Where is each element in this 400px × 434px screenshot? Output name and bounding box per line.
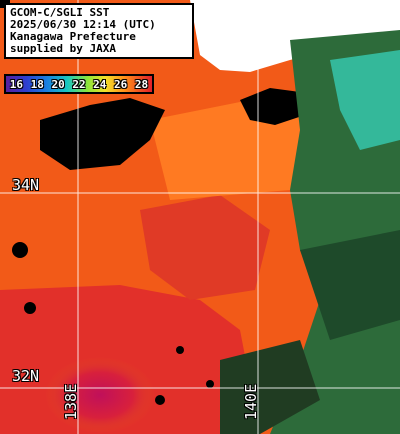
cool-water-patch	[330, 50, 400, 150]
land-boso	[240, 88, 305, 125]
legend-tick: 16	[9, 77, 24, 91]
warm-patch-center	[140, 195, 270, 300]
cloud-area	[190, 0, 400, 72]
legend-tick: 20	[51, 77, 65, 91]
title-line-1: GCOM-C/SGLI SST	[10, 6, 110, 19]
title-box: GCOM-C/SGLI SST 2025/06/30 12:14 (UTC) K…	[4, 3, 194, 59]
dark-textured-patch	[300, 230, 400, 340]
legend-tick: 18	[30, 77, 44, 91]
hot-water-spot	[45, 357, 155, 433]
title-line-4: supplied by JAXA	[10, 42, 116, 55]
longitude-label-140e: 140E	[242, 383, 260, 420]
island	[176, 346, 184, 354]
legend-tick: 24	[93, 77, 107, 91]
legend-tick: 22	[72, 77, 86, 91]
island	[206, 380, 214, 388]
latitude-label-32n: 32N	[12, 367, 40, 385]
land-izu	[40, 98, 165, 170]
latitude-label-34n: 34N	[12, 176, 40, 194]
longitude-label-138e: 138E	[62, 383, 80, 420]
legend-tick: 28	[134, 77, 149, 91]
title-line-2: 2025/06/30 12:14 (UTC)	[10, 18, 156, 31]
title-line-3: Kanagawa Prefecture	[10, 30, 136, 43]
island	[155, 395, 165, 405]
legend-tick: 26	[114, 77, 128, 91]
dark-textured-patch-bottom	[220, 340, 320, 434]
island	[12, 242, 28, 258]
island	[24, 302, 36, 314]
temperature-legend: 16 18 20 22 24 26 28	[4, 74, 154, 94]
